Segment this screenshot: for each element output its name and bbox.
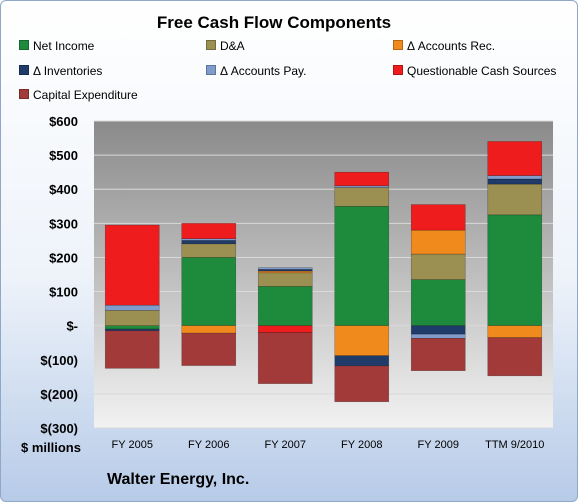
x-tick-label: FY 2005 [112,439,153,451]
x-tick-label: TTM 9/2010 [485,439,544,451]
legend-label: Δ Accounts Rec. [407,39,496,53]
bar-segment [487,337,543,377]
bar-segment [257,272,313,287]
bar-segment [410,253,466,280]
bar-segment [257,325,313,333]
x-tick-label: FY 2007 [265,439,306,451]
legend-label: D&A [220,39,245,53]
bar-segment [410,325,466,335]
bar-segment [334,355,390,367]
bar-segment [487,178,543,185]
bar-segment [257,286,313,326]
units-label: $ millions [21,440,81,455]
legend-swatch [206,40,216,50]
legend-swatch [393,40,403,50]
x-tick-label: FY 2009 [418,439,459,451]
y-tick-label: $600 [49,114,78,129]
legend-label: Net Income [33,39,95,53]
legend-swatch [206,65,216,75]
legend-item-accounts-rec: Δ Accounts Rec. [393,39,495,53]
legend-label: Capital Expenditure [33,88,138,102]
x-tick-label: FY 2008 [341,439,382,451]
bar-segment [104,310,160,326]
bar-segment [181,243,237,258]
y-tick-label: $500 [49,148,78,163]
y-tick-label: $300 [49,216,78,231]
bar-segment [334,187,390,207]
company-name: Walter Energy, Inc. [107,471,250,488]
chart-title: Free Cash Flow Components [156,13,392,32]
legend-label: Δ Accounts Pay. [220,64,307,78]
legend-item-inventories: Δ Inventories [19,64,102,78]
bar-segment [487,183,543,216]
legend-item-da: D&A [206,39,245,53]
bar-segment [410,337,466,371]
bar-segment [410,204,466,231]
bar-segment [181,223,237,239]
legend-label: Questionable Cash Sources [407,64,557,78]
bar-segment [104,304,160,311]
legend-item-accounts-pay: Δ Accounts Pay. [206,64,307,78]
bar-segment [410,279,466,326]
plot-area [94,121,553,428]
legend-item-net-income: Net Income [19,39,94,53]
bar-segment [181,325,237,334]
bar-segment [410,229,466,255]
bar-segment [104,330,160,369]
x-tick-label: FY 2006 [188,439,229,451]
legend-swatch [393,65,403,75]
bar-segment [334,365,390,403]
bar-segment [104,325,160,330]
legend-swatch [19,89,29,99]
legend-swatch [19,65,29,75]
legend-label: Δ Inventories [33,64,103,78]
bar-segment [487,214,543,326]
bar-segment [334,171,390,187]
bar-segment [334,205,390,326]
y-tick-label: $(100) [40,353,78,368]
y-tick-label: $400 [49,182,78,197]
bar-segment [181,257,237,326]
bar-segment [104,224,160,306]
y-tick-label: $(200) [40,387,78,402]
bar-segment [487,141,543,176]
bar-segment [487,175,543,180]
y-tick-label: $200 [49,250,78,265]
y-tick-label: $- [66,319,78,334]
bar-segment [257,267,313,270]
bar-segment [257,332,313,384]
y-tick-label: $100 [49,285,78,300]
bar-segment [181,332,237,366]
bar-segment [487,325,543,338]
bar-segment [334,325,390,356]
y-tick-label: $(300) [40,421,78,436]
legend-item-questionable-cash: Questionable Cash Sources [393,64,556,78]
legend-swatch [19,40,29,50]
bar-segment [410,333,466,339]
bar-segment [181,240,237,245]
legend-item-capital-expenditure: Capital Expenditure [19,88,138,102]
